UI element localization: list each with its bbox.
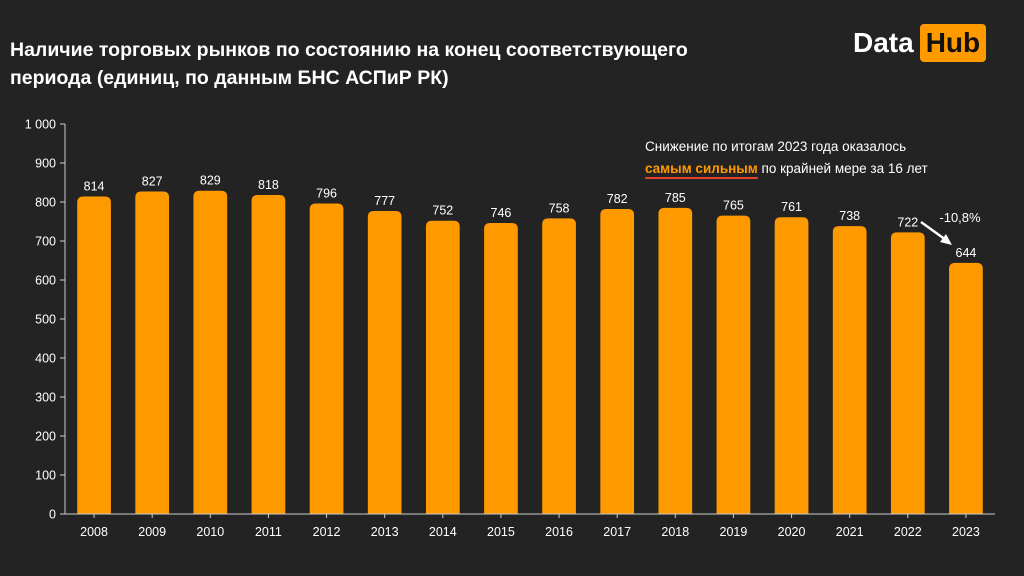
data-label-2015: 746 xyxy=(491,206,512,220)
bar-2011 xyxy=(251,194,286,515)
data-label-2008: 814 xyxy=(84,180,105,194)
y-tick-label: 400 xyxy=(35,352,56,366)
data-label-2014: 752 xyxy=(432,204,453,218)
y-tick-label: 0 xyxy=(49,508,56,522)
bar-2022 xyxy=(890,232,925,515)
y-tick-label: 600 xyxy=(35,274,56,288)
data-label-2009: 827 xyxy=(142,174,163,188)
y-tick-label: 1 000 xyxy=(25,118,56,132)
annotation-highlight: самым сильным xyxy=(645,161,758,176)
y-tick-label: 900 xyxy=(35,157,56,171)
chart-title: Наличие торговых рынков по состоянию на … xyxy=(10,39,688,89)
bar-2021 xyxy=(832,226,867,514)
x-tick-label: 2015 xyxy=(487,525,515,539)
bar-2015 xyxy=(484,223,518,514)
data-label-2010: 829 xyxy=(200,174,221,188)
bar-2013 xyxy=(367,210,402,514)
y-tick-label: 800 xyxy=(35,196,56,210)
logo-word-hub: Hub xyxy=(919,24,987,62)
x-tick-label: 2022 xyxy=(894,525,922,539)
decline-arrow-icon xyxy=(920,220,952,245)
annotation-line2: самым сильным по крайней мере за 16 лет xyxy=(645,158,985,180)
x-tick-label: 2012 xyxy=(313,525,341,539)
y-tick-label: 500 xyxy=(35,313,56,327)
data-label-2021: 738 xyxy=(839,209,860,223)
logo-word-data: Data xyxy=(853,27,914,58)
x-tick-label: 2014 xyxy=(429,525,457,539)
y-tick-label: 300 xyxy=(35,391,56,405)
bar-2012 xyxy=(309,203,344,514)
data-label-2017: 782 xyxy=(607,192,628,206)
y-tick-label: 700 xyxy=(35,235,56,249)
change-percent-label: -10,8% xyxy=(939,210,981,225)
data-label-2022: 722 xyxy=(897,215,918,229)
data-labels-group: 814 827 829 818 796 777 752 746 758 782 785 765 761 7… xyxy=(84,174,977,260)
bar-2008 xyxy=(77,196,111,515)
annotation: Снижение по итогам 2023 года оказалось с… xyxy=(645,136,985,180)
data-label-2018: 785 xyxy=(665,191,686,205)
x-tick-label: 2018 xyxy=(661,525,689,539)
annotation-rest: по крайней мере за 16 лет xyxy=(757,161,928,176)
x-tick-label: 2013 xyxy=(371,525,399,539)
data-label-2013: 777 xyxy=(374,194,395,208)
x-tick-label: 2023 xyxy=(952,525,980,539)
x-axis: 2008 2009 2010 2011 2012 2013 2014 2015 2016 2017… xyxy=(65,513,995,539)
x-tick-label: 2017 xyxy=(603,525,631,539)
x-tick-label: 2020 xyxy=(778,525,806,539)
annotation-line1: Снижение по итогам 2023 года оказалось xyxy=(645,139,907,154)
data-label-2016: 758 xyxy=(549,201,570,215)
data-label-2011: 818 xyxy=(258,178,279,192)
datahub-logo: Data Hub xyxy=(853,24,987,62)
x-tick-label: 2016 xyxy=(545,525,573,539)
bar-2020 xyxy=(774,217,809,514)
bar-2019 xyxy=(716,215,751,514)
x-tick-label: 2011 xyxy=(255,525,282,539)
bars-group xyxy=(77,190,983,515)
data-label-2012: 796 xyxy=(316,187,337,201)
y-tick-label: 100 xyxy=(35,469,56,483)
y-tick-label: 200 xyxy=(35,430,56,444)
x-tick-label: 2021 xyxy=(836,525,864,539)
bar-2014 xyxy=(425,220,460,514)
bar-2023 xyxy=(949,262,983,514)
bar-2018 xyxy=(658,207,693,514)
bar-2016 xyxy=(542,218,576,514)
data-label-2019: 765 xyxy=(723,199,744,213)
bar-2009 xyxy=(135,191,170,514)
x-tick-label: 2019 xyxy=(720,525,748,539)
x-tick-label: 2009 xyxy=(138,525,166,539)
bar-2017 xyxy=(600,209,635,514)
data-label-2020: 761 xyxy=(781,200,802,214)
data-label-2023: 644 xyxy=(956,246,977,260)
y-axis: 0 100 200 300 400 500 600 700 800 900 1 000 xyxy=(25,118,66,522)
x-tick-label: 2008 xyxy=(80,525,108,539)
x-tick-label: 2010 xyxy=(196,525,224,539)
bar-2010 xyxy=(193,190,228,514)
